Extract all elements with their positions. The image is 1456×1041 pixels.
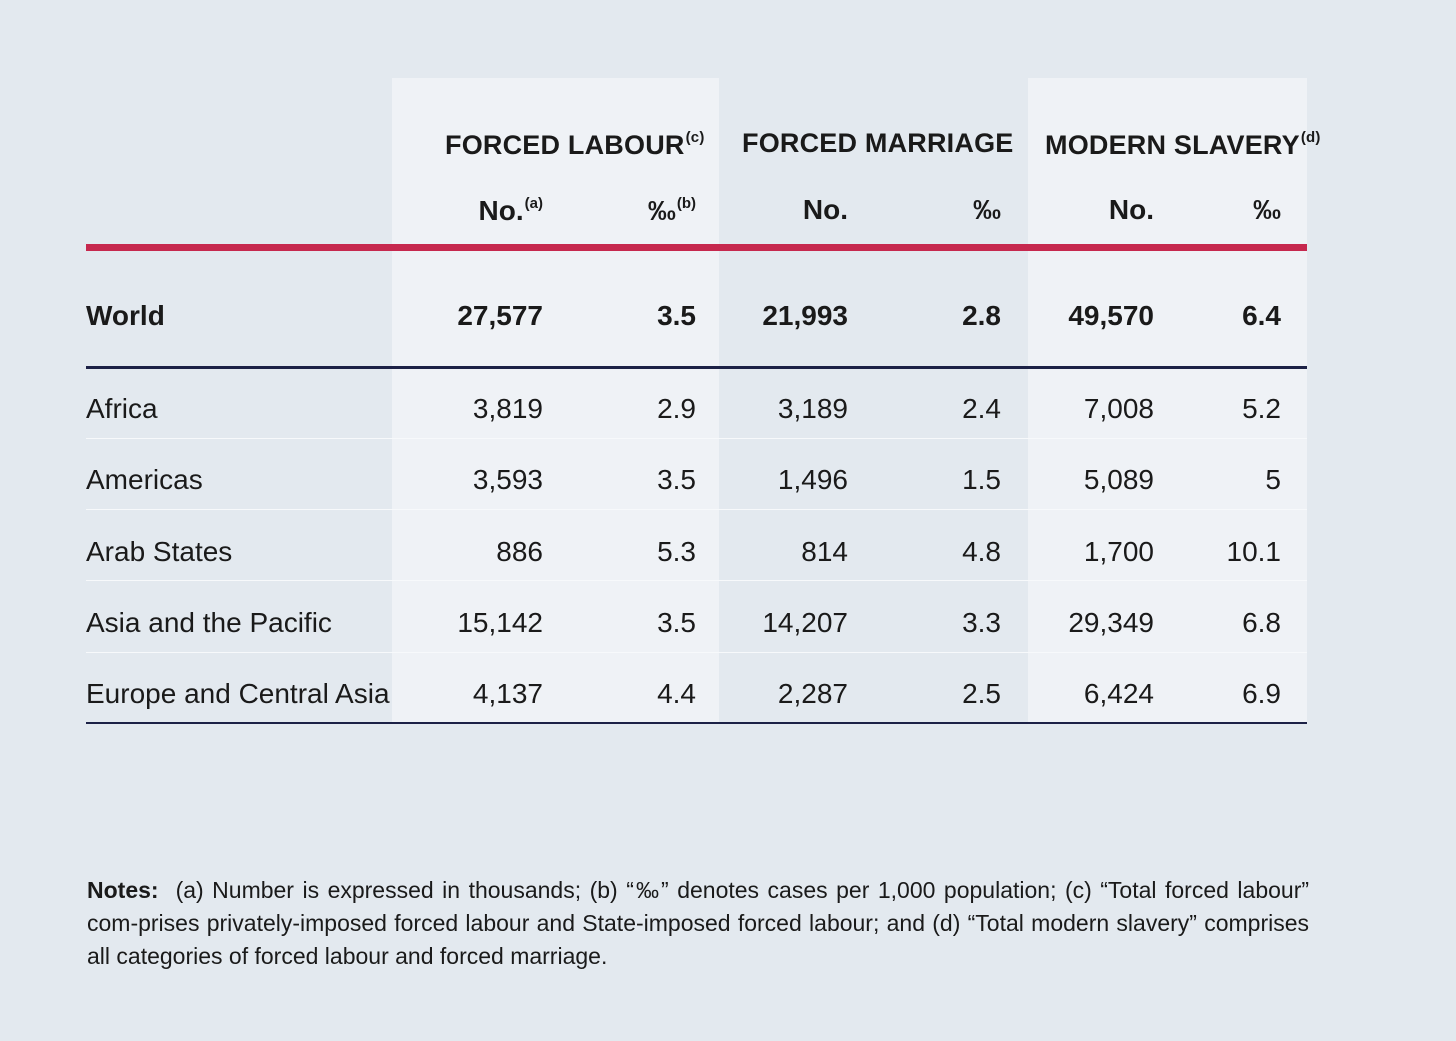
africa-modern-slavery-no: 7,008 bbox=[1083, 393, 1154, 424]
africa-forced-marriage-no: 3,189 bbox=[777, 393, 848, 424]
world-rule bbox=[86, 366, 1307, 369]
europe-forced-marriage-no: 2,287 bbox=[777, 678, 848, 709]
world-modern-slavery-no: 49,570 bbox=[1068, 300, 1154, 331]
europe-modern-slavery-no: 6,424 bbox=[1083, 678, 1154, 709]
row-label-world: World bbox=[86, 300, 165, 331]
notes-text: (a) Number is expressed in thousands; (b… bbox=[87, 877, 1310, 969]
subheader-modern-slavery-permille: ‰ bbox=[1253, 194, 1281, 225]
notes-label: Notes: bbox=[87, 877, 159, 903]
row-divider bbox=[86, 580, 1307, 581]
europe-forced-labour-permille: 4.4 bbox=[657, 678, 696, 709]
row-divider bbox=[86, 652, 1307, 653]
americas-forced-marriage-no: 1,496 bbox=[777, 464, 848, 495]
header-rule bbox=[86, 244, 1307, 251]
africa-modern-slavery-permille: 5.2 bbox=[1242, 393, 1281, 424]
americas-forced-marriage-permille: 1.5 bbox=[962, 464, 1001, 495]
table-bottom-rule bbox=[86, 722, 1307, 724]
americas-modern-slavery-permille: 5 bbox=[1265, 464, 1281, 495]
asia-pacific-modern-slavery-no: 29,349 bbox=[1068, 607, 1154, 638]
row-label-asia-pacific: Asia and the Pacific bbox=[86, 607, 332, 638]
row-label-arab-states: Arab States bbox=[86, 536, 233, 567]
world-forced-labour-no: 27,577 bbox=[457, 300, 543, 331]
row-label-africa: Africa bbox=[86, 393, 158, 424]
asia-pacific-forced-marriage-no: 14,207 bbox=[762, 607, 848, 638]
europe-forced-marriage-permille: 2.5 bbox=[962, 678, 1001, 709]
table-notes: Notes: (a) Number is expressed in thousa… bbox=[87, 874, 1309, 973]
asia-pacific-forced-marriage-permille: 3.3 bbox=[962, 607, 1001, 638]
europe-forced-labour-no: 4,137 bbox=[472, 678, 543, 709]
americas-forced-labour-no: 3,593 bbox=[472, 464, 543, 495]
arab-states-forced-marriage-no: 814 bbox=[801, 536, 848, 567]
africa-forced-labour-permille: 2.9 bbox=[657, 393, 696, 424]
forced-labour-column-band bbox=[392, 78, 719, 724]
africa-forced-labour-no: 3,819 bbox=[472, 393, 543, 424]
world-forced-marriage-permille: 2.8 bbox=[962, 300, 1001, 331]
group-header-forced-marriage: FORCED MARRIAGE bbox=[742, 128, 1014, 158]
subheader-forced-labour-no: No.(a) bbox=[478, 195, 543, 226]
row-divider bbox=[86, 509, 1307, 510]
arab-states-modern-slavery-no: 1,700 bbox=[1083, 536, 1154, 567]
americas-forced-labour-permille: 3.5 bbox=[657, 464, 696, 495]
arab-states-forced-labour-no: 886 bbox=[496, 536, 543, 567]
arab-states-modern-slavery-permille: 10.1 bbox=[1226, 536, 1282, 567]
group-header-modern-slavery: MODERN SLAVERY(d) bbox=[1045, 129, 1321, 160]
asia-pacific-forced-labour-permille: 3.5 bbox=[657, 607, 696, 638]
africa-forced-marriage-permille: 2.4 bbox=[962, 393, 1001, 424]
asia-pacific-modern-slavery-permille: 6.8 bbox=[1242, 607, 1281, 638]
world-modern-slavery-permille: 6.4 bbox=[1242, 300, 1281, 331]
row-label-americas: Americas bbox=[86, 464, 203, 495]
arab-states-forced-labour-permille: 5.3 bbox=[657, 536, 696, 567]
subheader-forced-marriage-permille: ‰ bbox=[973, 194, 1001, 225]
row-label-europe-central-asia: Europe and Central Asia bbox=[86, 678, 390, 709]
subheader-modern-slavery-no: No. bbox=[1108, 194, 1154, 225]
world-forced-labour-permille: 3.5 bbox=[657, 300, 696, 331]
americas-modern-slavery-no: 5,089 bbox=[1083, 464, 1154, 495]
europe-modern-slavery-permille: 6.9 bbox=[1242, 678, 1281, 709]
subheader-forced-marriage-no: No. bbox=[802, 194, 848, 225]
row-divider bbox=[86, 438, 1307, 439]
subheader-forced-labour-permille: ‰(b) bbox=[647, 195, 696, 226]
group-header-forced-labour: FORCED LABOUR(c) bbox=[445, 129, 705, 160]
arab-states-forced-marriage-permille: 4.8 bbox=[962, 536, 1001, 567]
world-forced-marriage-no: 21,993 bbox=[762, 300, 848, 331]
modern-slavery-column-band bbox=[1028, 78, 1307, 724]
asia-pacific-forced-labour-no: 15,142 bbox=[457, 607, 543, 638]
